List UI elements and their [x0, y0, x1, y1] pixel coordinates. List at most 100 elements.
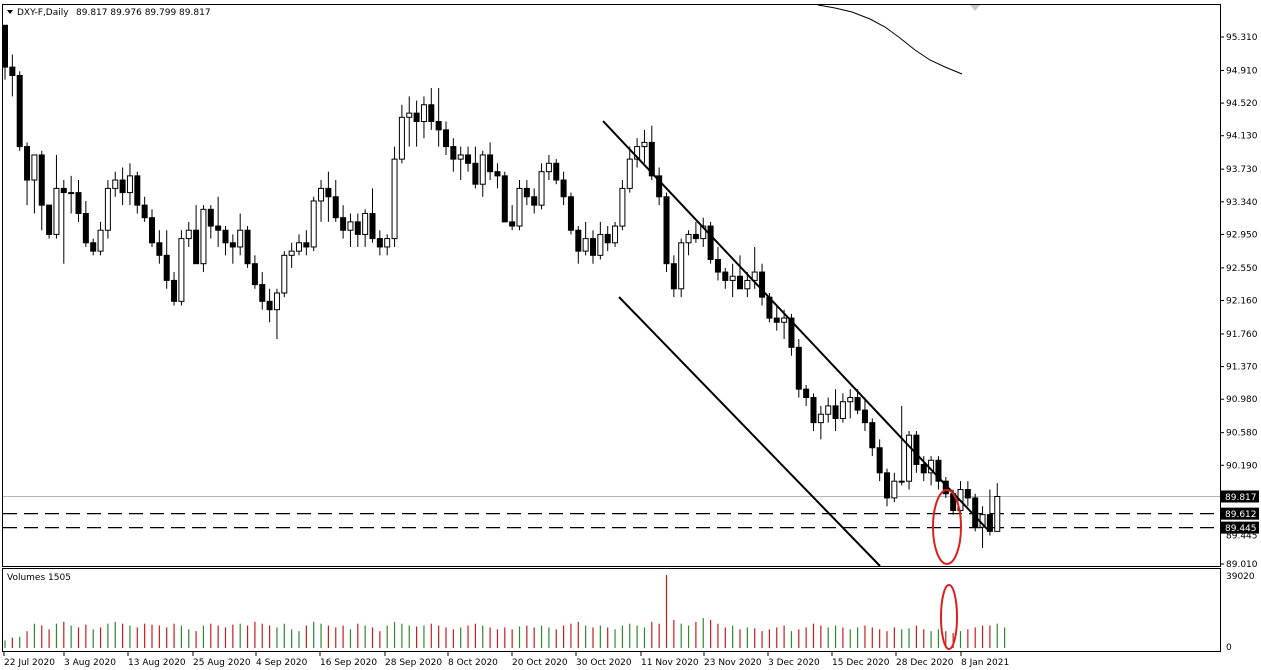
candle-body: [171, 279, 178, 302]
candle-body: [531, 196, 538, 206]
candle-body: [516, 187, 523, 227]
candle-body: [788, 317, 795, 348]
candle-body: [854, 397, 861, 411]
candle-body: [810, 397, 817, 424]
candle-body: [817, 413, 824, 424]
price-axis: 95.310 94.910 94.520 94.130 93.730 93.340 92.9…: [1220, 33, 1259, 570]
candle-body: [707, 225, 714, 261]
time-tick-label: 8 Jan 2021: [961, 658, 1009, 668]
candle-body: [244, 229, 251, 265]
time-tick-label: 23 Nov 2020: [704, 658, 762, 668]
candle-body: [273, 292, 280, 311]
candle-body: [472, 162, 479, 185]
candle-body: [82, 213, 89, 244]
candle-body: [795, 346, 802, 390]
candle-body: [60, 187, 67, 194]
candle-body: [97, 229, 104, 252]
candle-body: [663, 196, 670, 265]
candle-body: [178, 238, 185, 302]
price-tick-label: 94.910: [1226, 66, 1258, 76]
candle-body: [406, 112, 413, 118]
candle-body: [869, 422, 876, 449]
price-tick-label: 92.160: [1226, 297, 1258, 307]
candle-body: [487, 154, 494, 173]
price-badge-bg: [1221, 521, 1259, 534]
volume-min-label: 0: [1226, 643, 1232, 653]
candle-body: [126, 175, 133, 194]
candle-body: [413, 112, 420, 122]
candle-body: [619, 187, 626, 227]
highlight-ellipse-price: [932, 489, 962, 565]
candle-body: [538, 171, 545, 206]
candle-body: [38, 154, 45, 206]
channel-lower-line[interactable]: [618, 296, 881, 567]
candle-body: [825, 405, 832, 415]
price-tick-label: 95.310: [1226, 33, 1258, 43]
candle-body: [354, 221, 361, 235]
candle-body: [759, 271, 766, 298]
candle-body: [149, 217, 155, 244]
candle-body: [678, 242, 685, 290]
candle-body: [920, 463, 927, 474]
time-tick-label: 22 Jul 2020: [4, 658, 55, 668]
price-tick-label: 93.730: [1226, 165, 1258, 175]
candle-body: [545, 162, 552, 173]
price-tick-label: 92.950: [1226, 230, 1258, 240]
candle-body: [523, 187, 530, 198]
price-tick-label: 94.130: [1226, 132, 1258, 142]
candle-body: [24, 146, 31, 181]
moving-average-line: [817, 4, 963, 75]
candle-body: [376, 238, 383, 248]
candle-body: [185, 229, 192, 240]
ohlc-readout: 89.817 89.976 89.799 89.817: [76, 8, 211, 18]
candle-body: [612, 225, 619, 244]
channel-upper-line[interactable]: [602, 120, 989, 531]
volume-max-label: 39020: [1226, 572, 1255, 582]
price-badge: 89.817: [1225, 493, 1257, 503]
candle-body: [634, 146, 641, 160]
candle-body: [428, 104, 435, 122]
candle-body: [714, 259, 721, 273]
candle-body: [839, 401, 846, 419]
candle-body: [590, 238, 596, 256]
candle-body: [751, 271, 758, 281]
candle-body: [296, 242, 302, 252]
candle-body: [384, 238, 391, 248]
candle-body: [193, 229, 200, 265]
candle-body: [2, 24, 8, 68]
triangle-down-icon[interactable]: [7, 10, 13, 14]
price-levels: [3, 495, 1220, 529]
candle-body: [443, 129, 449, 148]
candle-body: [259, 284, 266, 302]
candle-body: [119, 179, 126, 194]
candle-body: [90, 242, 97, 252]
candle-body: [53, 187, 60, 235]
candle-body: [9, 66, 16, 76]
candle-body: [567, 196, 574, 231]
candle-body: [450, 146, 457, 160]
candle-body: [832, 405, 839, 419]
candle-body: [737, 275, 743, 290]
candle-body: [222, 229, 229, 244]
price-badge: 89.445: [1225, 524, 1257, 534]
candle-body: [913, 434, 920, 465]
candle-body: [266, 300, 273, 311]
candle-body: [398, 116, 405, 160]
candle-body: [465, 154, 472, 164]
candle-body: [16, 74, 23, 148]
candle-body: [972, 497, 979, 528]
scroll-marker-icon[interactable]: [970, 5, 980, 11]
candle-body: [906, 434, 913, 482]
candle-body: [884, 472, 890, 499]
candle-body: [237, 229, 244, 248]
time-tick-label: 3 Aug 2020: [64, 658, 116, 668]
price-tick-label: 90.190: [1226, 461, 1258, 471]
candle-body: [604, 233, 611, 244]
price-panel-frame: [2, 4, 1221, 567]
candle-body: [479, 154, 486, 185]
candle-body: [773, 317, 780, 323]
price-tick-label: 91.370: [1226, 363, 1258, 373]
candle-body: [200, 208, 207, 265]
price-tick-label: 92.550: [1226, 264, 1258, 274]
